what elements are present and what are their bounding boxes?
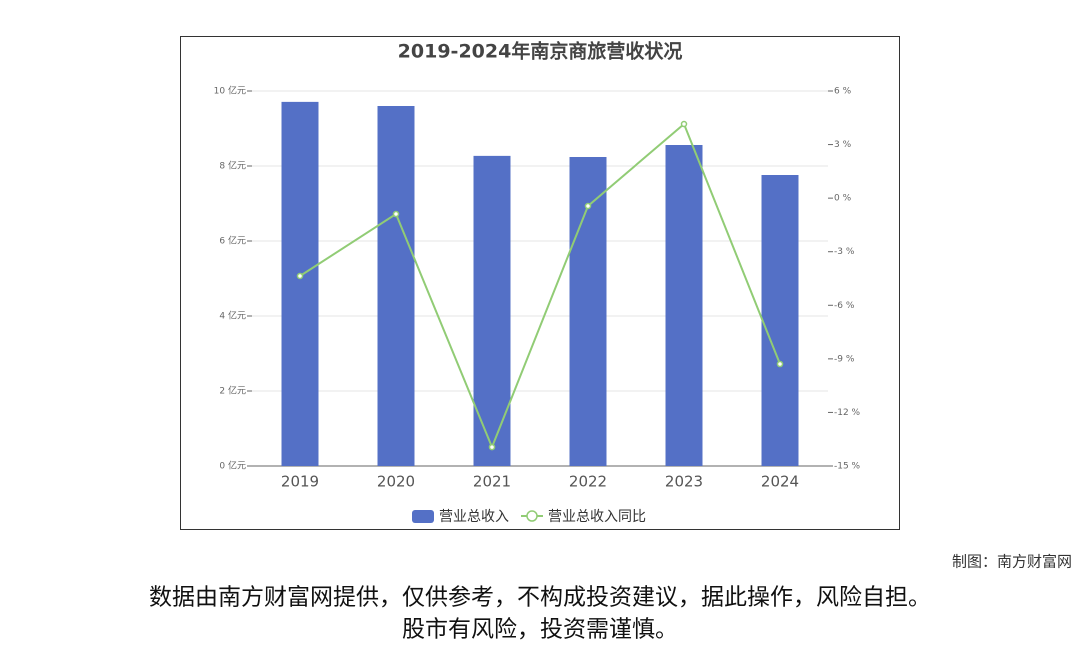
y-tick-label: 2 亿元 — [219, 385, 246, 397]
x-tick-label: 2024 — [761, 473, 799, 491]
credit: 制图：南方财富网 — [952, 553, 1072, 571]
chart-title: 2019-2024年南京商旅营收状况 — [398, 40, 683, 63]
point — [488, 443, 496, 451]
x-tick-label: 2019 — [281, 473, 319, 491]
y2-tick-label: -15 % — [834, 462, 861, 472]
x-tick-label: 2023 — [665, 473, 703, 491]
chart-frame — [180, 36, 900, 530]
bar — [281, 101, 319, 466]
point — [680, 120, 688, 128]
legend-swatch — [526, 510, 538, 522]
y2-tick-label: 3 % — [834, 140, 852, 150]
disclaimer: 数据由南方财富网提供，仅供参考，不构成投资建议，据此操作，风险自担。 — [149, 585, 931, 611]
line — [299, 122, 781, 450]
x-tick-label: 2020 — [377, 473, 415, 491]
bar — [761, 175, 799, 466]
y2-tick-label: -3 % — [834, 247, 855, 257]
y2-tick-label: -9 % — [834, 354, 855, 364]
x-tick-label: 2022 — [569, 473, 607, 491]
legend-label: 营业总收入同比 — [548, 509, 646, 525]
y2-tick-label: 6 % — [834, 87, 852, 97]
bar — [377, 106, 415, 466]
legend-swatch — [412, 510, 434, 523]
y-tick-label: 6 亿元 — [219, 235, 246, 247]
point — [584, 202, 592, 210]
y-tick-label: 0 亿元 — [219, 460, 246, 472]
disclaimer: 股市有风险，投资需谨慎。 — [402, 617, 678, 643]
y-tick-label: 4 亿元 — [219, 310, 246, 322]
bar — [473, 155, 511, 466]
y2-tick-label: -12 % — [834, 408, 861, 418]
bar — [665, 145, 703, 466]
y-tick-label: 8 亿元 — [219, 160, 246, 172]
point — [296, 272, 304, 280]
y-tick-label: 10 亿元 — [214, 85, 246, 97]
legend-label: 营业总收入 — [439, 509, 509, 525]
x-tick-label: 2021 — [473, 473, 511, 491]
point — [776, 360, 784, 368]
y2-tick-label: -6 % — [834, 301, 855, 311]
y2-tick-label: 0 % — [834, 194, 852, 204]
point — [392, 210, 400, 218]
